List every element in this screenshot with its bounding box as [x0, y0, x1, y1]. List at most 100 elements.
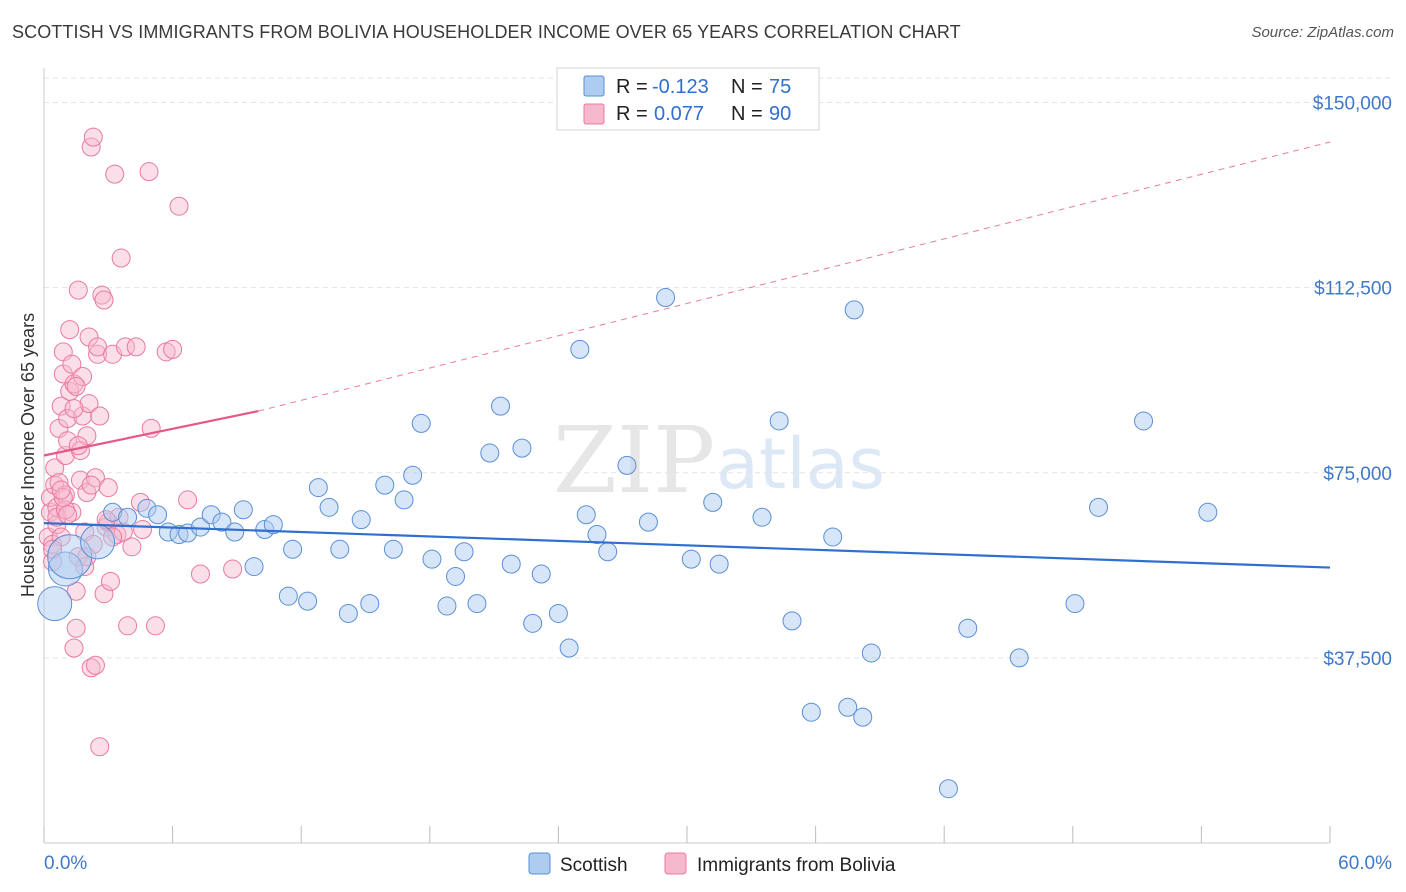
scottish-point	[212, 512, 232, 532]
bolivia-point	[45, 458, 65, 478]
bolivia-point	[169, 196, 189, 216]
scottish-point	[576, 505, 596, 525]
scottish-point	[598, 542, 618, 562]
legend-r-label-1: R =	[616, 76, 648, 98]
legend-n-label-1: N =	[731, 76, 763, 98]
bottom-legend-label-scottish: Scottish	[560, 855, 628, 876]
scottish-point	[454, 542, 474, 562]
scottish-point	[1198, 502, 1218, 522]
scottish-point	[1134, 411, 1154, 431]
bolivia-trend-extension	[258, 141, 1331, 412]
scottish-point	[480, 443, 500, 463]
bolivia-point	[100, 571, 120, 591]
scottish-point	[278, 586, 298, 606]
scottish-point	[330, 539, 350, 559]
bolivia-point	[73, 367, 93, 387]
scottish-point	[233, 500, 253, 520]
bolivia-trend-line	[43, 409, 259, 457]
bolivia-point	[88, 344, 108, 364]
scottish-point	[190, 517, 210, 537]
bolivia-point	[88, 337, 108, 357]
trend-lines	[43, 141, 1331, 569]
scottish-point	[617, 455, 637, 475]
scottish-point	[1065, 594, 1085, 614]
source-note: Source: ZipAtlas.com	[1251, 24, 1394, 41]
scottish-point	[587, 524, 607, 544]
bolivia-point	[122, 537, 142, 557]
bolivia-point	[79, 394, 99, 414]
bolivia-point	[118, 616, 138, 636]
y-tick-labels: $37,500 $75,000 $112,500 $150,000	[1313, 94, 1392, 670]
legend-r-value-1: -0.123	[652, 76, 709, 98]
bolivia-point	[115, 337, 135, 357]
scottish-point	[351, 510, 371, 530]
bolivia-point	[92, 285, 112, 305]
bottom-legend-swatch-bolivia	[664, 852, 687, 875]
scottish-point	[1089, 497, 1109, 517]
scottish-point	[958, 618, 978, 638]
scottish-point	[570, 339, 590, 359]
y-tick-label: $112,500	[1314, 279, 1392, 300]
scottish-point	[383, 539, 403, 559]
scottish-point	[244, 557, 264, 577]
scottish-point	[548, 603, 568, 623]
scottish-point	[319, 497, 339, 517]
bolivia-point	[105, 164, 125, 184]
bolivia-point	[68, 280, 88, 300]
scottish-point	[263, 515, 283, 535]
scottish-point	[512, 438, 532, 458]
scottish-point	[225, 522, 245, 542]
scottish-point	[638, 512, 658, 532]
y-tick-label: $150,000	[1313, 94, 1392, 115]
x-tick-marks	[43, 826, 1331, 843]
bolivia-point	[81, 475, 101, 495]
scottish-point	[491, 396, 511, 416]
scottish-point	[283, 539, 303, 559]
scottish-point	[411, 413, 431, 433]
scottish-point	[467, 594, 487, 614]
scottish-point	[709, 554, 729, 574]
scottish-point	[681, 549, 701, 569]
scottish-point	[298, 591, 318, 611]
bolivia-point	[64, 638, 84, 658]
bolivia-point	[62, 354, 82, 374]
y-tick-label: $75,000	[1323, 464, 1392, 485]
scottish-trend-line	[43, 522, 1331, 569]
legend-r-label-2: R =	[616, 103, 648, 125]
watermark-atlas: atlas	[716, 423, 885, 505]
scottish-point	[656, 288, 676, 308]
legend-n-value-1: 75	[769, 76, 791, 98]
bolivia-point	[85, 655, 105, 675]
scottish-point	[403, 465, 423, 485]
bolivia-point	[60, 320, 80, 340]
bolivia-point	[51, 480, 71, 500]
bolivia-point	[133, 520, 153, 540]
bolivia-point	[145, 616, 165, 636]
scottish-point	[801, 702, 821, 722]
scottish-point	[148, 505, 168, 525]
bolivia-point	[49, 473, 69, 493]
legend-swatch-scottish	[583, 75, 605, 97]
series-legend: Scottish Immigrants from Bolivia	[528, 852, 896, 876]
bolivia-point	[126, 337, 146, 357]
bolivia-point	[178, 490, 198, 510]
scottish-point	[844, 300, 864, 320]
x-tick-label-max: 60.0%	[1338, 853, 1392, 874]
scottish-point	[523, 613, 543, 633]
bolivia-point	[40, 502, 60, 522]
scottish-point	[501, 554, 521, 574]
scottish-point	[853, 707, 873, 727]
bottom-legend-swatch-scottish	[528, 852, 551, 875]
correlation-legend: R = -0.123 N = 75 R = 0.077 N = 90	[556, 67, 820, 131]
scottish-point	[823, 527, 843, 547]
bolivia-point	[70, 470, 90, 490]
chart-title: SCOTTISH VS IMMIGRANTS FROM BOLIVIA HOUS…	[12, 22, 961, 42]
bolivia-point	[94, 584, 114, 604]
x-tick-label-min: 0.0%	[44, 853, 87, 874]
bolivia-point	[90, 737, 110, 757]
bolivia-point	[139, 162, 159, 182]
scottish-point	[37, 586, 73, 622]
bottom-legend-label-bolivia: Immigrants from Bolivia	[697, 855, 896, 876]
scottish-point	[118, 507, 138, 527]
